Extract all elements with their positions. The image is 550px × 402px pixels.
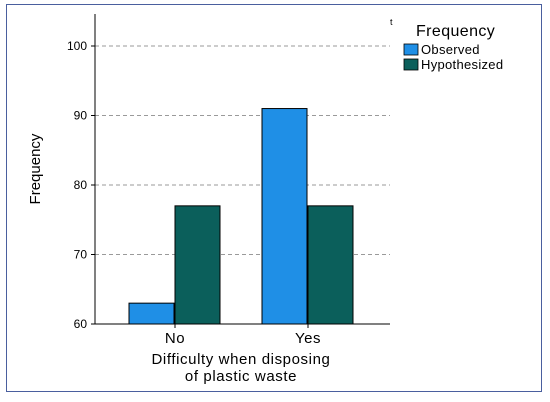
y-axis-title: Frequency	[27, 133, 44, 204]
x-category-label: Yes	[295, 330, 321, 347]
legend-swatch-hypothesized	[403, 58, 419, 71]
y-tick-labels: 60 70 80 90 100	[67, 39, 95, 331]
x-category-labels: No Yes	[165, 324, 321, 347]
bar-hypothesized-yes	[307, 205, 354, 325]
bars	[128, 108, 354, 325]
legend: Frequency Observed Hypothesized	[403, 23, 503, 72]
legend-title: Frequency	[416, 23, 495, 40]
y-tick-label: 70	[74, 248, 88, 262]
legend-swatch-observed	[403, 43, 419, 56]
bar-observed-yes	[261, 108, 308, 325]
x-category-label: No	[165, 330, 185, 347]
legend-label-observed: Observed	[421, 42, 480, 57]
x-axis-title-line-1: Difficulty when disposing	[152, 351, 331, 368]
x-axis-title-line-2: of plastic waste	[185, 368, 297, 385]
y-tick-label: 60	[74, 317, 88, 331]
legend-label-hypothesized: Hypothesized	[421, 57, 503, 72]
y-tick-label: 100	[67, 39, 87, 53]
axes	[94, 14, 390, 325]
bar-hypothesized-no	[174, 205, 221, 325]
bar-observed-no	[128, 302, 175, 325]
stray-mark: t	[390, 17, 393, 27]
y-tick-label: 90	[74, 109, 88, 123]
y-tick-label: 80	[74, 178, 88, 192]
